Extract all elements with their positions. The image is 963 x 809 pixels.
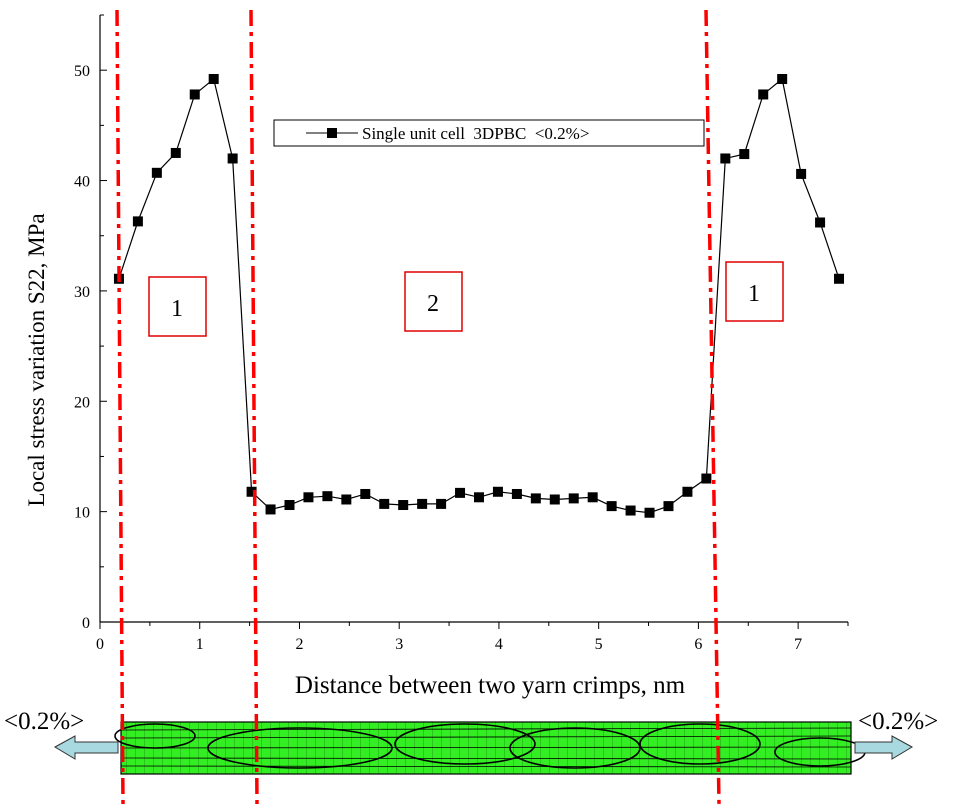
right-arrow-icon xyxy=(854,735,914,760)
region-boundaries xyxy=(115,9,721,805)
data-point xyxy=(189,89,200,100)
data-point xyxy=(132,216,143,227)
data-point xyxy=(473,492,484,503)
data-point xyxy=(341,494,352,505)
data-point xyxy=(663,501,674,512)
y-tick-label: 10 xyxy=(74,505,90,522)
data-point xyxy=(246,486,257,497)
region-label-right: 1 xyxy=(748,281,760,307)
y-axis-label: Local stress variation S22, MPa xyxy=(24,213,49,506)
data-point xyxy=(720,153,731,164)
data-point xyxy=(777,74,788,85)
data-point xyxy=(284,500,295,511)
legend-label: Single unit cell 3DPBC <0.2%> xyxy=(362,124,589,143)
series-group xyxy=(113,74,845,518)
data-point xyxy=(606,501,617,512)
data-point xyxy=(322,491,333,502)
region-boundary-right xyxy=(704,9,721,805)
region-box-right: 1 xyxy=(725,261,784,322)
data-point xyxy=(530,493,541,504)
x-tick-label: 5 xyxy=(595,636,603,653)
data-point xyxy=(436,498,447,509)
data-point xyxy=(568,493,579,504)
region-box-middle: 2 xyxy=(404,271,463,332)
y-ticks: 0 10 20 30 40 50 xyxy=(74,14,107,632)
data-point xyxy=(511,488,522,499)
x-axis-label: Distance between two yarn crimps, nm xyxy=(295,672,686,699)
region-label-middle: 2 xyxy=(427,291,439,317)
data-point xyxy=(170,147,181,158)
x-ticks: 0 1 2 3 4 5 6 7 xyxy=(96,622,849,653)
data-point xyxy=(625,505,636,516)
data-point xyxy=(796,168,807,179)
data-point xyxy=(265,504,276,515)
data-point xyxy=(815,217,826,228)
strain-label-left: <0.2%> xyxy=(4,708,84,735)
data-point xyxy=(682,486,693,497)
data-point xyxy=(758,89,769,100)
x-tick-label: 4 xyxy=(495,636,503,653)
yarn-crimp-5 xyxy=(639,723,761,765)
y-tick-label: 20 xyxy=(74,394,90,411)
strain-label-right: <0.2%> xyxy=(858,708,938,735)
data-point xyxy=(151,167,162,178)
data-point xyxy=(834,273,845,284)
data-point xyxy=(360,488,371,499)
data-point xyxy=(417,498,428,509)
data-point xyxy=(549,494,560,505)
region-box-left: 1 xyxy=(148,276,207,337)
region-boundary-middle xyxy=(249,9,259,805)
x-tick-label: 3 xyxy=(395,636,403,653)
legend: Single unit cell 3DPBC <0.2%> xyxy=(273,119,705,147)
data-point xyxy=(398,500,409,511)
data-point xyxy=(739,149,750,160)
yarn-crimp-1 xyxy=(114,723,196,749)
x-tick-label: 7 xyxy=(794,636,802,653)
x-tick-label: 0 xyxy=(96,636,104,653)
region-label-left: 1 xyxy=(171,296,183,322)
x-tick-label: 2 xyxy=(295,636,303,653)
yarn-crimp-2 xyxy=(207,727,393,769)
data-point xyxy=(701,473,712,484)
y-tick-label: 0 xyxy=(82,615,90,632)
x-tick-label: 6 xyxy=(694,636,702,653)
y-tick-label: 50 xyxy=(74,63,90,80)
region-boundary-left xyxy=(115,9,125,805)
y-tick-label: 40 xyxy=(74,174,90,191)
data-point xyxy=(303,492,314,503)
legend-marker xyxy=(327,128,337,138)
data-point xyxy=(644,507,655,518)
y-tick-label: 30 xyxy=(74,284,90,301)
data-point xyxy=(208,74,219,85)
data-point xyxy=(492,486,503,497)
left-arrow-icon xyxy=(53,735,119,760)
data-point xyxy=(587,492,598,503)
data-point xyxy=(455,487,466,498)
yarn-crimp-4 xyxy=(509,727,641,769)
yarn-mesh xyxy=(114,721,866,775)
x-tick-label: 1 xyxy=(196,636,204,653)
data-point xyxy=(379,498,390,509)
yarn-crimp-3 xyxy=(394,723,536,765)
data-point xyxy=(227,153,238,164)
